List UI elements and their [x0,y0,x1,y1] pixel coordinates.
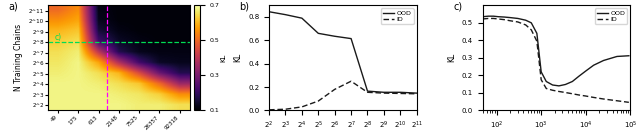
Line: ID: ID [269,81,417,110]
ID [479,18,486,20]
Line: OOD: OOD [269,12,417,93]
ID [413,93,420,95]
OOD [380,92,388,93]
ID [527,29,535,31]
OOD [522,19,529,21]
OOD [613,56,621,57]
ID [514,21,522,23]
OOD [413,92,420,94]
Text: b): b) [410,11,417,20]
OOD [479,16,486,18]
ID [568,93,576,95]
ID [600,98,607,100]
Text: a): a) [8,1,18,11]
ID [543,88,550,89]
ID [538,79,545,81]
ID [613,100,621,102]
OOD [625,55,633,57]
Y-axis label: KL: KL [447,53,456,63]
Text: c): c) [55,33,62,42]
OOD [484,15,492,17]
ID [331,89,339,90]
ID [298,106,306,108]
Y-axis label: N Training Chains: N Training Chains [14,24,23,91]
ID [555,91,563,92]
ID [490,18,497,19]
Y-axis label: KL: KL [234,53,243,63]
ID [575,94,583,96]
Text: b): b) [239,1,250,11]
ID [265,109,273,111]
OOD [582,70,589,72]
ID [522,24,529,26]
OOD [548,84,556,86]
OOD [298,17,306,19]
Legend: OOD, ID: OOD, ID [381,8,413,24]
OOD [348,38,355,39]
OOD [600,60,607,61]
ID [506,20,514,22]
Legend: OOD, ID: OOD, ID [595,8,627,24]
ID [533,40,541,42]
ID [282,108,289,110]
OOD [314,33,322,34]
OOD [555,85,563,87]
OOD [265,11,273,13]
ID [484,18,492,19]
OOD [282,14,289,15]
OOD [500,16,508,18]
ID [500,19,508,20]
OOD [396,92,404,93]
ID [625,101,633,103]
OOD [514,18,522,19]
ID [548,90,556,91]
OOD [543,81,550,82]
Text: c): c) [453,1,462,11]
ID [380,92,388,94]
Line: OOD: OOD [483,16,629,86]
Y-axis label: KL: KL [221,54,227,62]
OOD [527,22,535,24]
OOD [331,36,339,37]
OOD [562,84,570,85]
OOD [506,17,514,18]
ID [582,95,589,97]
OOD [533,33,541,34]
Line: ID: ID [483,18,629,102]
ID [562,92,570,93]
ID [364,92,371,93]
OOD [364,90,371,92]
ID [495,18,502,20]
ID [348,80,355,82]
OOD [538,71,545,73]
OOD [590,64,598,66]
ID [590,97,598,98]
OOD [490,15,497,17]
OOD [568,81,576,82]
OOD [495,16,502,18]
ID [396,93,404,94]
OOD [575,75,583,77]
ID [314,100,322,102]
